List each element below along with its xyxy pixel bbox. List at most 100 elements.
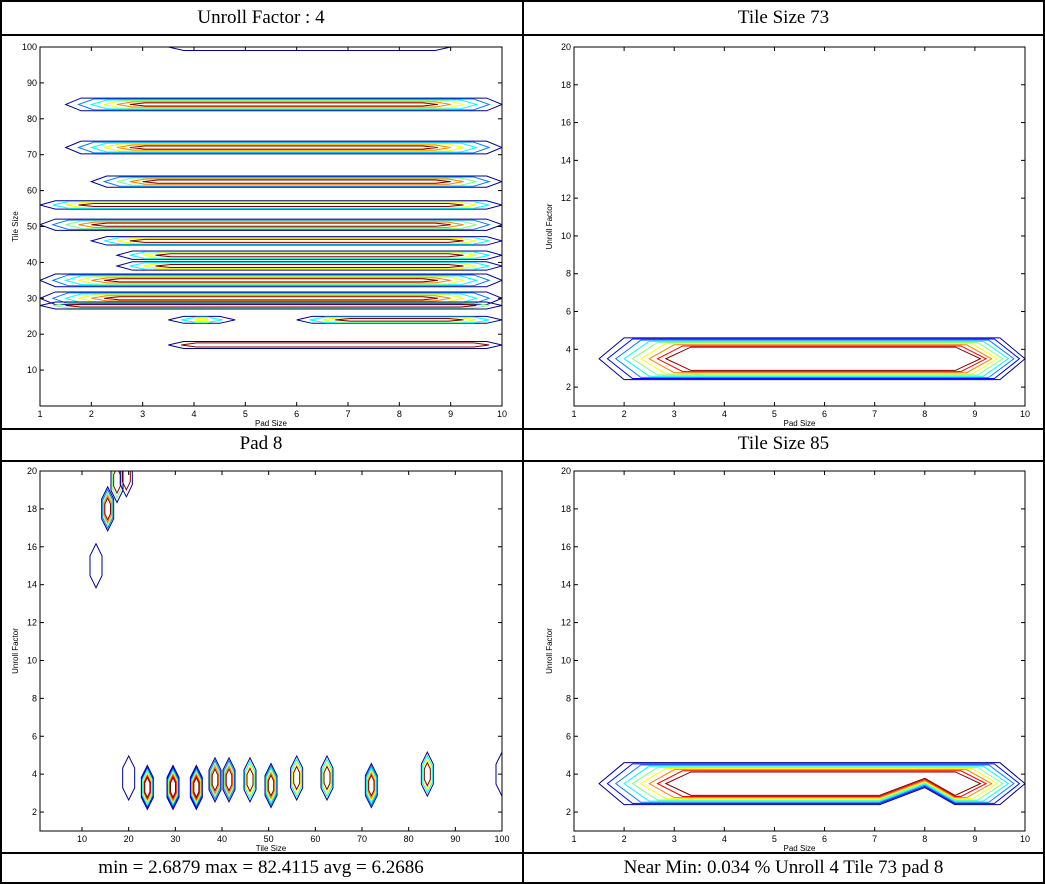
x-tick-label: 3 [140,409,145,419]
contour-band-4-level-3 [78,221,464,228]
x-axis-label: Pad Size [255,419,288,428]
y-axis-label: Tile Size [11,211,20,242]
contour-band-1-level-5 [129,145,438,150]
contour-band-11-level-1 [181,316,223,324]
y-tick-label: 30 [27,293,37,303]
x-tick-label: 90 [450,834,460,844]
contour-blob-0-level-0 [89,542,103,589]
contour-band-11-level-0 [168,315,236,324]
x-tick-label: 8 [922,834,927,844]
contour-blob-9-level-1 [223,759,235,801]
x-tick-label: 5 [772,834,777,844]
x-tick-label: 1 [571,409,576,419]
x-tick-label: 1 [37,409,42,419]
contour-blob-11-level-4 [267,771,275,800]
contour-blob-2-level-0 [110,471,124,504]
y-tick-label: 10 [561,655,571,665]
y-tick-label: 10 [27,655,37,665]
contour-blob-12-level-1 [291,758,303,798]
y-tick-label: 14 [561,580,571,590]
x-tick-label: 4 [722,834,727,844]
x-tick-label: 70 [357,834,367,844]
plot-area [40,47,502,349]
x-tick-label: 9 [972,834,977,844]
contour-band-0-level-1 [76,98,491,111]
x-tick-label: 7 [872,409,877,419]
contour-band-3-level-0 [40,200,502,210]
y-tick-label: 50 [27,222,37,232]
contour-band-7-level-0 [115,261,502,271]
contour-blob-1-level-3 [103,494,112,524]
y-tick-label: 12 [561,193,571,203]
contour-peak-level-2 [614,764,1015,803]
contour-blob-6-level-5 [169,773,177,802]
caption-bottom-right: Near Min: 0.034 % Unroll 4 Tile 73 pad 8 [623,857,944,878]
contour-peak-level-5 [639,343,999,375]
contour-peak-level-0 [598,762,1025,806]
caption-bottom-left: min = 2.6879 max = 82.4115 avg = 6.2686 [98,857,424,878]
y-tick-label: 4 [566,344,571,354]
contour-blob-10-level-0 [243,756,257,803]
contour-blob-9-level-2 [224,762,234,798]
contour-band-0-level-4 [116,101,451,108]
contour-band-1-level-1 [76,141,491,154]
axes-frame [39,470,503,832]
contour-band-0-level-0 [64,97,502,112]
caption-mid-left: Pad 8 [239,433,283,454]
contour-band-1-level-2 [89,142,479,153]
contour-blob-13-level-0 [320,754,334,802]
contour-peak-level-7 [656,345,988,373]
x-tick-label: 2 [89,409,94,419]
contour-blob-13-level-2 [322,761,332,795]
contour-blob-2-level-2 [113,471,121,495]
x-tick-label: 100 [494,834,509,844]
contour-peak-level-8 [664,771,982,796]
y-tick-label: 40 [27,257,37,267]
contour-blob-11-level-2 [265,767,277,804]
y-tick-label: 16 [561,542,571,552]
row-divider-3 [0,460,1045,462]
y-tick-label: 20 [561,42,571,52]
contour-blob-2-level-1 [111,471,123,499]
contour-blob-5-level-5 [143,774,151,801]
x-axis-label: Pad Size [783,844,816,852]
contour-band-9-level-4 [91,295,451,302]
contour-blob-4-level-0 [122,754,136,802]
x-tick-label: 40 [217,834,227,844]
contour-band-8-level-2 [63,275,479,286]
contour-blob-1-level-4 [104,496,111,521]
caption-mid-right: Tile Size 85 [737,433,830,454]
y-tick-label: 2 [32,807,37,817]
contour-band-2-level-3 [129,178,464,185]
contour-peak-level-2 [614,339,1015,378]
contour-band-1-level-0 [64,140,502,155]
contour-blob-12-level-0 [290,754,304,802]
contour-blob-7-level-7 [193,776,200,799]
contour-blob-9-level-3 [224,765,234,795]
x-tick-label: 80 [404,834,414,844]
caption-top-left: Unroll Factor : 4 [197,7,325,28]
contour-band-5-level-3 [129,238,464,243]
contour-blob-10-level-2 [245,763,255,796]
plot-area [89,471,502,811]
contour-band-0-level-2 [89,99,479,110]
row-divider-4 [0,852,1045,854]
y-tick-label: 4 [32,769,37,779]
contour-blob-8-level-4 [211,767,219,792]
y-tick-label: 20 [561,466,571,476]
contour-band-10-level-1 [52,302,490,309]
contour-band-11-level-2 [193,317,210,323]
contour-blob-6-level-1 [167,766,179,809]
contour-band-6-level-2 [142,252,477,259]
axes-frame [573,470,1026,832]
y-tick-label: 8 [566,269,571,279]
contour-blob-1-level-1 [101,488,114,530]
y-tick-label: 8 [566,693,571,703]
x-tick-label: 6 [822,409,827,419]
contour-blob-14-level-0 [364,762,378,809]
contour-band-6-level-1 [129,251,490,260]
contour-peak-level-3 [623,340,1010,377]
contour-band-12-level-3 [335,318,464,322]
